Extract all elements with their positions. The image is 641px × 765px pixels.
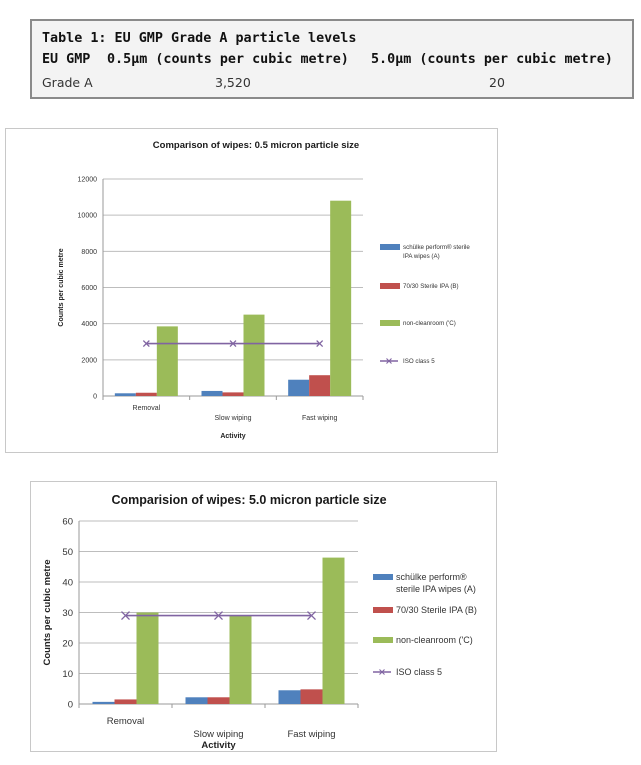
x-category-label: Fast wiping <box>302 415 338 422</box>
bar <box>278 690 301 704</box>
bar <box>243 314 265 396</box>
table-cell: 3,520 <box>215 75 251 90</box>
legend-label: schülke perform® sterile IPA wipes (A) <box>403 244 470 260</box>
x-category-label: Slow wiping <box>215 415 252 422</box>
y-tick-label: 10000 <box>78 213 98 220</box>
legend-label-line: non-cleanroom ('C) <box>403 320 456 327</box>
bar <box>201 390 223 396</box>
legend-label: non-cleanroom ('C) <box>403 320 456 327</box>
bar <box>114 393 136 396</box>
legend-label: 70/30 Sterile IPA (B) <box>396 605 477 615</box>
iso-class-marker <box>121 611 130 621</box>
y-tick-label: 0 <box>93 393 97 400</box>
legend-marker <box>386 358 392 364</box>
x-category-label: Removal <box>133 405 161 412</box>
y-tick-label: 30 <box>62 608 73 619</box>
x-category-label: Removal <box>107 716 145 727</box>
iso-class-marker <box>229 340 237 348</box>
bar <box>288 379 310 396</box>
x-axis-label: Activity <box>201 740 236 751</box>
y-tick-label: 20 <box>62 638 73 649</box>
legend-swatch <box>373 607 393 613</box>
legend-label-line: ISO class 5 <box>396 667 442 677</box>
legend-label: non-cleanroom ('C) <box>396 635 473 645</box>
legend-swatch <box>373 637 393 643</box>
y-tick-label: 10 <box>62 669 73 680</box>
y-tick-label: 60 <box>62 516 73 527</box>
bar <box>136 612 159 704</box>
chart-frame-0-5-micron: Comparison of wipes: 0.5 micron particle… <box>5 128 498 453</box>
table-caption: Table 1: EU GMP Grade A particle levels <box>42 31 357 46</box>
bar <box>207 697 230 704</box>
legend-swatch <box>380 283 400 289</box>
legend-label-line: non-cleanroom ('C) <box>396 635 473 645</box>
chart-title: Comparision of wipes: 5.0 micron particl… <box>111 493 386 507</box>
table-header-cell: 0.5μm (counts per cubic metre) <box>107 52 349 67</box>
bar <box>135 392 157 396</box>
table-cell: Grade A <box>42 75 93 90</box>
bar <box>222 392 244 396</box>
bar <box>185 697 208 704</box>
particle-levels-table: Table 1: EU GMP Grade A particle levels … <box>30 19 634 99</box>
y-tick-label: 0 <box>68 699 73 710</box>
y-axis-label: Counts per cubic metre <box>58 248 65 326</box>
legend-label: 70/30 Sterile IPA (B) <box>403 283 459 290</box>
y-tick-label: 4000 <box>81 321 97 328</box>
iso-class-marker <box>316 340 324 348</box>
bar <box>322 557 345 704</box>
legend-swatch <box>373 574 393 580</box>
table-header-cell: 5.0μm (counts per cubic metre) <box>371 52 613 67</box>
legend-label-line: IPA wipes (A) <box>403 253 440 260</box>
bar <box>309 375 331 396</box>
legend-swatch <box>380 320 400 326</box>
y-tick-label: 2000 <box>81 357 97 364</box>
iso-class-marker <box>142 340 150 348</box>
legend-swatch <box>380 244 400 250</box>
chart-frame-5-0-micron: Comparision of wipes: 5.0 micron particl… <box>30 481 497 752</box>
legend-label-line: schülke perform® <box>396 572 467 582</box>
y-tick-label: 12000 <box>78 176 98 183</box>
x-axis-label: Activity <box>220 433 245 440</box>
iso-class-marker <box>214 611 223 621</box>
y-tick-label: 50 <box>62 547 73 558</box>
y-tick-label: 8000 <box>81 249 97 256</box>
x-category-label: Fast wiping <box>287 729 335 740</box>
legend-label: ISO class 5 <box>396 667 442 677</box>
y-axis-label: Counts per cubic metre <box>42 559 53 665</box>
legend-label-line: ISO class 5 <box>403 358 435 365</box>
legend-marker <box>379 669 385 675</box>
legend-label-line: sterile IPA wipes (A) <box>396 584 476 594</box>
bar <box>92 701 115 704</box>
legend-label: schülke perform® sterile IPA wipes (A) <box>396 572 476 594</box>
legend-label-line: schülke perform® sterile <box>403 244 470 251</box>
chart-5-0-micron: Comparision of wipes: 5.0 micron particl… <box>42 493 477 751</box>
table-cell: 20 <box>489 75 505 90</box>
chart-title: Comparison of wipes: 0.5 micron particle… <box>153 140 359 151</box>
y-tick-label: 40 <box>62 577 73 588</box>
legend-label-line: 70/30 Sterile IPA (B) <box>403 283 459 290</box>
y-tick-label: 6000 <box>81 285 97 292</box>
table-header-cell: EU GMP <box>42 52 91 67</box>
iso-class-marker <box>307 611 316 621</box>
bar <box>156 326 178 396</box>
bar <box>330 200 352 396</box>
legend-label-line: 70/30 Sterile IPA (B) <box>396 605 477 615</box>
bar <box>229 615 252 704</box>
bar <box>114 699 137 704</box>
bar <box>300 689 323 704</box>
chart-0-5-micron: Comparison of wipes: 0.5 micron particle… <box>58 140 470 440</box>
legend-label: ISO class 5 <box>403 358 435 365</box>
x-category-label: Slow wiping <box>193 729 243 740</box>
